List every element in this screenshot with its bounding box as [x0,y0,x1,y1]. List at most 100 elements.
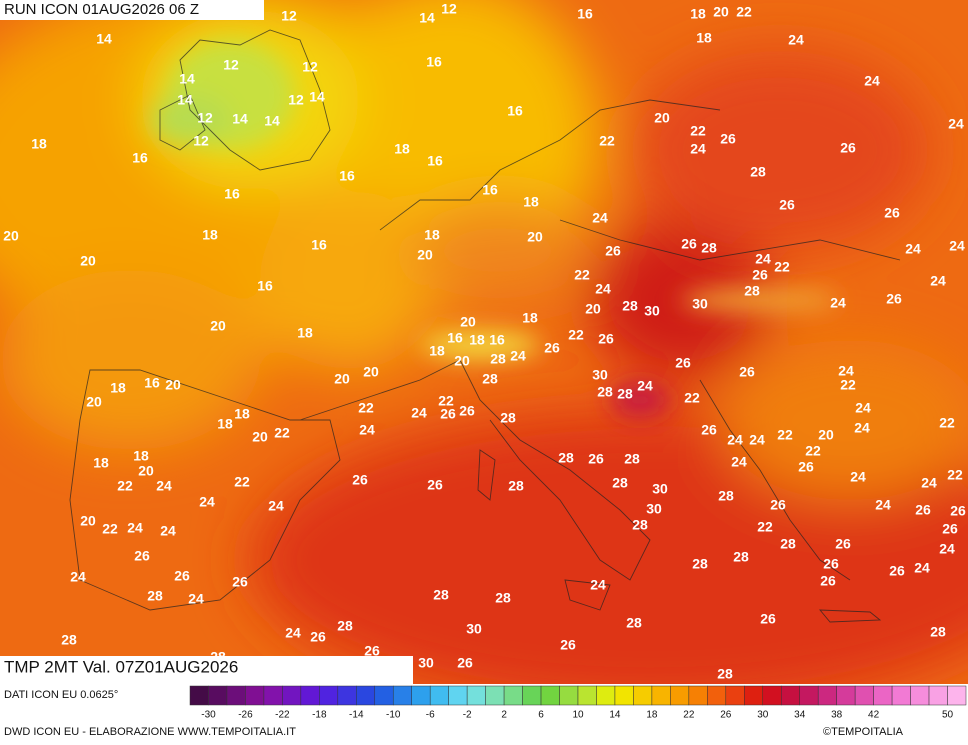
temperature-label: 24 [285,625,301,641]
temperature-label: 20 [165,377,181,393]
temperature-label: 26 [560,637,576,653]
temperature-label: 24 [948,116,964,132]
temperature-label: 22 [684,390,700,406]
colorbar-swatch [928,685,948,706]
temperature-label: 16 [311,237,327,253]
temperature-label: 22 [438,393,454,409]
temperature-label: 28 [508,478,524,494]
temperature-label: 18 [217,416,233,432]
temperature-label: 20 [585,301,601,317]
colorbar-swatch [300,685,320,706]
colorbar-swatch [854,685,874,706]
temperature-label: 24 [788,32,804,48]
temperature-label: 24 [590,577,606,593]
temperature-label: 20 [210,318,226,334]
colorbar-tick-label: 6 [538,710,544,721]
colorbar-swatch [282,685,302,706]
temperature-label: 26 [752,267,768,283]
colorbar-tick-label: 42 [868,710,880,721]
temperature-label: 26 [942,521,958,537]
colorbar-tick-label: 38 [831,710,843,721]
temperature-label: 26 [310,629,326,645]
temperature-label: 24 [838,363,854,379]
colorbar-swatch [392,685,412,706]
colorbar-swatch [910,685,930,706]
temperature-label: 24 [160,523,176,539]
temperature-label: 30 [692,296,708,312]
colorbar-swatch [780,685,800,706]
temperature-label: 14 [177,92,193,108]
temperature-label: 28 [744,283,760,299]
temperature-label: 24 [749,432,765,448]
temperature-label: 28 [750,164,766,180]
temperature-label: 30 [592,367,608,383]
colorbar-swatch [836,685,856,706]
coastlines [69,29,901,623]
colorbar-swatch [707,685,727,706]
temperature-label: 24 [914,560,930,576]
colorbar-swatch [356,685,376,706]
colorbar-swatch [725,685,745,706]
temperature-label: 24 [359,422,375,438]
colorbar-swatch [762,685,782,706]
temperature-label: 28 [490,351,506,367]
temperature-label: 26 [884,205,900,221]
colorbar-tick-label: 34 [794,710,806,721]
temperature-label: 16 [426,54,442,70]
temperature-label: 22 [840,377,856,393]
temperature-label: 18 [394,141,410,157]
temperature-label: 12 [197,110,213,126]
colorbar-swatch [596,685,616,706]
temperature-label: 24 [188,591,204,607]
temperature-label: 26 [457,655,473,671]
temperature-label: 20 [3,228,19,244]
data-source: DATI ICON EU 0.0625° [4,689,118,701]
temperature-label: 16 [507,103,523,119]
colorbar-swatch [891,685,911,706]
temperature-label: 20 [363,364,379,380]
temperature-label: 26 [720,131,736,147]
temperature-label: 24 [905,241,921,257]
variable-title: TMP 2MT Val. 07Z01AUG2026 [4,657,238,676]
temperature-label: 22 [757,519,773,535]
temperature-label: 24 [921,475,937,491]
colorbar-swatch [670,685,690,706]
temperature-label: 22 [777,427,793,443]
temperature-label: 26 [134,548,150,564]
temperature-label: 28 [930,624,946,640]
temperature-label: 28 [626,615,642,631]
temperature-label: 24 [127,520,143,536]
temperature-label: 22 [599,133,615,149]
temperature-label: 26 [352,472,368,488]
temperature-label: 26 [779,197,795,213]
temperature-label: 28 [632,517,648,533]
temperature-label: 26 [835,536,851,552]
temperature-label: 30 [418,655,434,671]
colorbar-swatch [485,685,505,706]
colorbar-swatch [263,685,283,706]
temperature-label: 24 [156,478,172,494]
temperature-label: 16 [482,182,498,198]
temperature-label: 18 [523,194,539,210]
title-box [0,0,264,20]
temperature-label: 18 [202,227,218,243]
colorbar-swatch [688,685,708,706]
temperature-label: 28 [622,298,638,314]
temperature-label: 14 [179,71,195,87]
temperature-label: 30 [646,501,662,517]
temperature-label: 16 [489,332,505,348]
temperature-label: 28 [433,587,449,603]
temperature-label: 22 [117,478,133,494]
colorbar: -30 -26 -22 -18 -14 -10 -6 -2 2 6 10 14 18 22 26 30 34 38… [189,685,967,721]
temperature-label: 28 [337,618,353,634]
temperature-label: 16 [339,168,355,184]
temperature-label: 26 [605,243,621,259]
temperature-label: 22 [234,474,250,490]
temperature-label: 24 [755,251,771,267]
temperature-label: 22 [736,4,752,20]
temperature-label: 28 [617,386,633,402]
temperature-label: 18 [234,406,250,422]
temperature-label: 22 [574,267,590,283]
temperature-label: 16 [447,330,463,346]
